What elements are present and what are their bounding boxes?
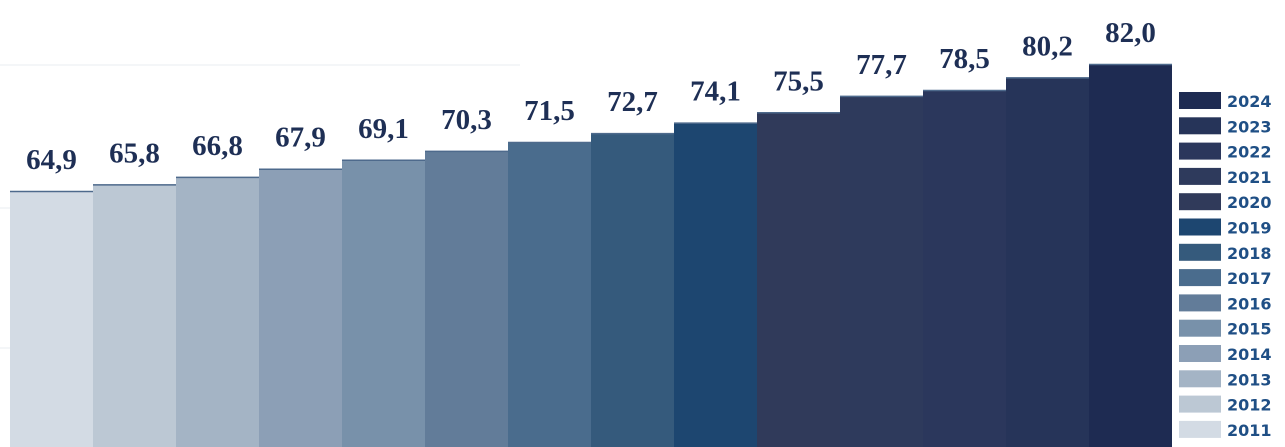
legend-label-2013: 2013 [1227,370,1272,389]
value-label-2022: 78,5 [939,43,990,75]
value-label-2023: 80,2 [1022,30,1073,62]
legend-label-2021: 2021 [1227,168,1272,187]
legend-label-2016: 2016 [1227,294,1272,313]
bar-2012 [93,184,176,447]
legend-swatch-2014 [1179,345,1221,362]
value-label-2016: 70,3 [441,104,492,136]
bar-2020 [757,112,840,447]
bar-2023 [1006,77,1089,447]
legend-label-2023: 2023 [1227,117,1272,136]
legend-label-2012: 2012 [1227,396,1272,415]
legend-swatch-2013 [1179,370,1221,388]
bar-2014 [259,168,342,447]
bar-2017 [508,141,591,447]
legend-swatch-2011 [1179,420,1221,438]
legend-swatch-2020 [1179,193,1221,211]
legend-swatch-2018 [1179,243,1221,261]
legend-label-2022: 2022 [1227,143,1272,162]
bar-2024 [1089,64,1172,447]
bar-2022 [923,89,1006,447]
legend-label-2018: 2018 [1227,244,1272,263]
legend-label-2017: 2017 [1227,269,1272,288]
legend-swatch-2016 [1179,294,1221,312]
value-label-2024: 82,0 [1105,17,1156,49]
value-label-2011: 64,9 [26,144,77,176]
legend-swatch-2017 [1179,269,1221,287]
value-label-2015: 69,1 [358,113,409,145]
bar-2013 [176,176,259,447]
bar-2019 [674,122,757,447]
bar-2016 [425,150,508,447]
legend-swatch-2012 [1179,395,1221,413]
legend-swatch-2021 [1179,167,1221,185]
legend-label-2020: 2020 [1227,193,1272,212]
value-label-2014: 67,9 [275,122,326,154]
value-label-2013: 66,8 [192,130,243,162]
bar-2015 [342,159,425,447]
legend-swatch-2024 [1179,92,1221,109]
bar-2021 [840,95,923,447]
bar-2018 [591,133,674,447]
value-label-2017: 71,5 [524,95,575,127]
bars-group [10,63,1172,447]
legend-label-2014: 2014 [1227,345,1272,364]
legend-swatch-2015 [1179,319,1221,337]
legend-swatch-2022 [1179,142,1221,160]
legend-swatch-2023 [1179,117,1221,135]
legend-swatch-2019 [1179,218,1221,236]
legend: 2024 2023 2022 2021 2020 2019 2018 2017 2016 2015… [1179,92,1272,440]
legend-label-2015: 2015 [1227,320,1272,339]
legend-label-2024: 2024 [1227,92,1272,111]
value-label-2018: 72,7 [607,86,658,118]
value-label-2021: 77,7 [856,49,907,81]
value-label-2012: 65,8 [109,137,160,169]
value-label-2020: 75,5 [773,65,824,97]
legend-label-2011: 2011 [1227,421,1272,440]
bar-2011 [10,191,93,447]
legend-label-2019: 2019 [1227,219,1272,238]
value-label-2019: 74,1 [690,76,741,108]
value-labels-group: 64,9 65,8 66,8 67,9 69,1 70,3 71,5 72,7 74,1 75,5… [26,17,1156,176]
